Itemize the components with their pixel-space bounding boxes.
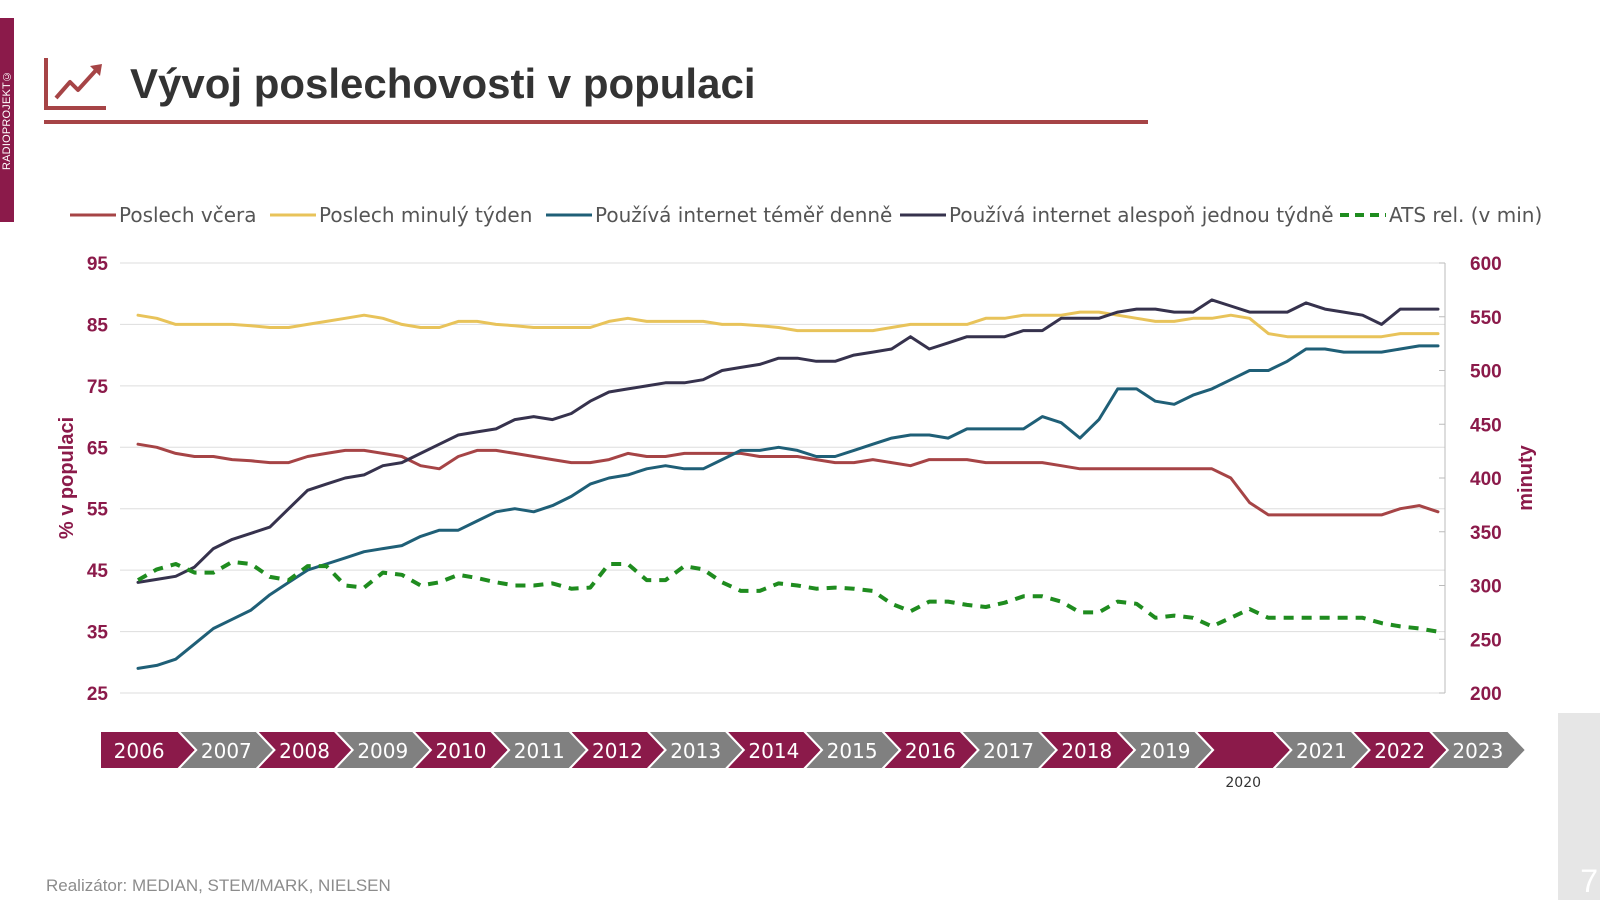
left-tick-label: 85 (87, 315, 109, 336)
trend-chart-icon (44, 58, 106, 110)
left-tick-label: 45 (87, 561, 109, 582)
year-label: 2016 (905, 739, 956, 763)
left-tick-label: 65 (87, 438, 109, 459)
year-label: 2022 (1374, 739, 1425, 763)
year-label: 2018 (1061, 739, 1112, 763)
page-number-block: 7 (1558, 713, 1600, 900)
side-brand-bar: RADIOPROJEKT© (0, 18, 14, 222)
slide-title: Vývoj poslechovosti v populaci (130, 60, 756, 107)
left-tick-label: 75 (87, 377, 109, 398)
series-line-3 (136, 344, 1440, 670)
left-tick-label: 95 (87, 254, 109, 275)
year-label: 2012 (592, 739, 643, 763)
right-axis-title: minuty (1515, 444, 1537, 510)
year-label: 2007 (201, 739, 252, 763)
year-label: 2010 (436, 739, 487, 763)
series-line-1 (136, 442, 1440, 517)
left-tick-label: 55 (87, 500, 109, 521)
title-underline (44, 120, 1148, 124)
year-label: 2014 (748, 739, 799, 763)
year-sub-label: 2020 (1225, 775, 1261, 791)
left-tick-label: 35 (87, 623, 109, 644)
year-label: 2006 (114, 739, 165, 763)
legend-entry: Poslech včera (119, 203, 257, 227)
year-label: 2015 (827, 739, 878, 763)
right-tick-label: 200 (1470, 684, 1502, 705)
year-label: 2013 (670, 739, 721, 763)
right-tick-label: 300 (1470, 577, 1502, 598)
legend-entry: Používá internet alespoň jednou týdně (949, 203, 1334, 227)
legend-entry: Používá internet téměř denně (595, 203, 892, 227)
legend-entry: Poslech minulý týden (319, 203, 532, 227)
right-tick-label: 450 (1470, 415, 1502, 436)
series-line-2 (136, 310, 1440, 339)
year-label: 2009 (357, 739, 408, 763)
footer-source: Realizátor: MEDIAN, STEM/MARK, NIELSEN (46, 876, 391, 895)
legend-entry: ATS rel. (v min) (1389, 203, 1542, 227)
left-axis-title: % v populaci (56, 417, 78, 539)
page-number: 7 (1580, 863, 1598, 899)
year-label: 2023 (1452, 739, 1503, 763)
right-tick-label: 600 (1470, 254, 1502, 275)
right-tick-label: 400 (1470, 469, 1502, 490)
year-label: 2017 (983, 739, 1034, 763)
right-tick-label: 550 (1470, 308, 1502, 329)
right-tick-label: 250 (1470, 630, 1502, 651)
year-label: 2011 (514, 739, 565, 763)
right-tick-label: 500 (1470, 362, 1502, 383)
series-line-5 (137, 559, 1439, 634)
right-tick-label: 350 (1470, 523, 1502, 544)
left-tick-label: 25 (87, 684, 109, 705)
year-label: 2019 (1140, 739, 1191, 763)
series-line-4 (136, 298, 1440, 584)
year-label: 2008 (279, 739, 330, 763)
year-arrow (1427, 730, 1528, 770)
year-label: 2021 (1296, 739, 1347, 763)
